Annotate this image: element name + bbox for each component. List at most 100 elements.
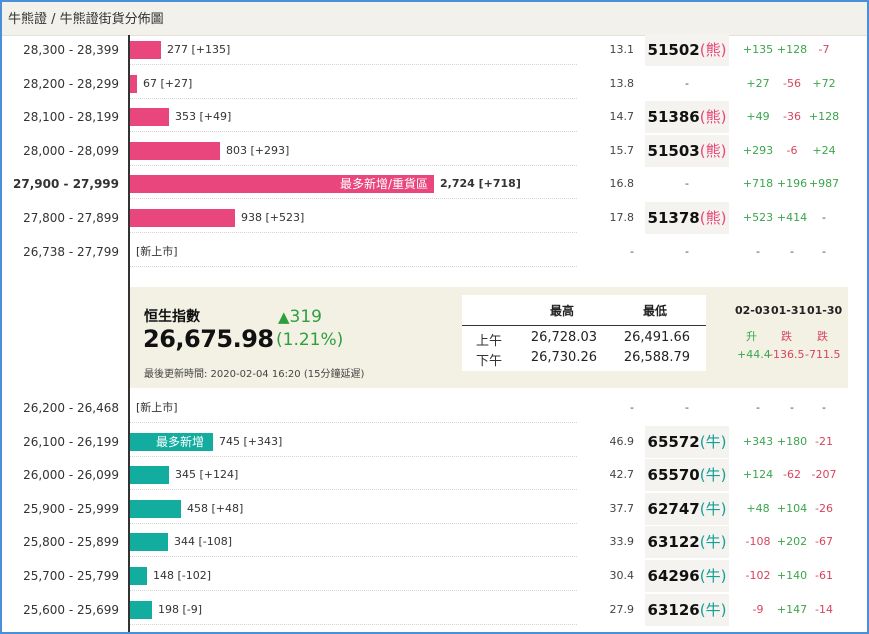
paren: ( [699,432,706,451]
change-value: +128 [776,43,808,56]
bear-side-label: 熊 [705,209,721,227]
index-name: 恒生指數 [144,309,200,325]
warrant-code-empty: - [685,244,689,258]
table-row[interactable]: 25,600 - 25,699 198 [-9] 27.9 63126(牛) -9 +14… [2,593,867,627]
change-value: +147 [776,602,808,616]
table-row[interactable]: 28,100 - 28,199 353 [+49] 14.7 51386(熊) +49-… [2,100,867,134]
table-row[interactable]: 25,900 - 25,999 458 [+48] 37.7 62747(牛) +48 +… [2,492,867,526]
table-row[interactable]: 25,700 - 25,799 148 [-102] 30.4 64296(牛) -10… [2,559,867,593]
outstanding-count: 803 [+293] [226,143,290,157]
warrant-code-number: 63126 [647,600,700,619]
change-value: +140 [776,569,808,582]
warrant-code-number: 51503 [647,141,700,160]
change-value: -102 [745,569,771,582]
table-row[interactable]: 26,100 - 26,199 最多新增 745 [+343] 46.9 65572(牛… [2,425,867,459]
warrant-code[interactable]: 51386(熊) [645,101,729,134]
warrant-code-number: 62747 [647,499,700,518]
period-date-3: 01-30 [807,304,843,317]
change-value: +48 [746,501,770,515]
change-value: -61 [815,569,833,582]
warrant-code-number: 51502 [647,41,700,59]
table-row[interactable]: 27,900 - 27,999 最多新增/重貨區 2,724 [+718] 16.8 -… [2,167,867,201]
bear-bar [130,141,220,160]
change-value: -62 [783,468,801,482]
table-row[interactable]: 26,200 - 26,468 [新上市] - - - - - [2,391,867,425]
change-value: - [756,401,760,414]
warrant-code[interactable]: 64296(牛) [645,560,729,592]
change-value: -14 [815,602,833,616]
change-value: +523 [742,211,774,224]
warrant-code[interactable]: 62747(牛) [645,492,729,525]
paren: ) [720,567,727,585]
strike-range: 25,800 - 25,899 [23,535,119,550]
warrant-code[interactable]: 51502(熊) [645,34,729,66]
outstanding-count: 344 [-108] [174,535,233,549]
outstanding-count: 2,724 [+718] [440,177,521,191]
row-divider [130,198,577,200]
warrant-code[interactable]: 65570(牛) [645,459,729,492]
paren: ( [699,499,706,518]
period-direction-3: 跌 [817,330,828,343]
new-listing-label: [新上市] [136,401,178,414]
change-value: +124 [742,468,774,482]
strike-range: 26,000 - 26,099 [23,468,119,483]
strike-range: 28,000 - 28,099 [23,143,119,158]
index-change: ▲319 [278,307,322,327]
bull-bar [130,567,147,585]
strike-range: 28,200 - 28,299 [23,76,119,91]
period-direction-2: 跌 [781,330,792,343]
call-level-percent: - [630,244,634,258]
row-divider [130,623,577,625]
table-row[interactable]: 28,300 - 28,399 277 [+135] 13.1 51502(熊) +13… [2,33,867,67]
change-value: +135 [742,43,774,56]
row-divider [130,522,577,524]
warrant-code-empty: - [685,401,689,414]
bull-side-label: 牛 [705,432,721,451]
call-level-percent: 13.1 [609,43,635,56]
session-pm-low: 26,588.79 [623,350,690,365]
change-value: +718 [742,177,774,191]
change-value: +24 [812,143,836,157]
index-value: 26,675.98 [143,325,274,353]
table-row[interactable]: 27,800 - 27,899 938 [+523] 17.8 51378(熊) +52… [2,201,867,235]
warrant-code[interactable]: 51378(熊) [645,202,729,234]
strike-range: 25,900 - 25,999 [23,501,119,516]
change-value: -26 [815,501,833,515]
warrant-code[interactable]: 65572(牛) [645,425,729,458]
period-date-2: 01-31 [771,304,807,317]
strike-range: 26,100 - 26,199 [23,434,119,449]
warrant-code-empty: - [685,76,689,90]
page-title: 牛熊證 / 牛熊證街貨分佈圖 [8,12,164,27]
warrant-code[interactable]: 63126(牛) [645,593,729,626]
change-value: -207 [811,468,837,482]
index-change-value: 319 [289,307,322,327]
change-value: - [790,244,794,258]
bear-side-label: 熊 [705,108,721,127]
row-divider [130,131,577,133]
warrant-code[interactable]: 63122(牛) [645,526,729,559]
warrant-code[interactable]: 51503(熊) [645,134,729,167]
table-row[interactable]: 26,000 - 26,099 345 [+124] 42.7 65570(牛) +12… [2,458,867,492]
change-value: -108 [745,535,771,549]
paren: ( [699,567,706,585]
paren: ) [720,499,727,518]
paren: ( [699,466,706,485]
strike-range: 28,300 - 28,399 [23,43,119,57]
period-value-1: +44.4 [737,348,771,361]
table-row[interactable]: 28,200 - 28,299 67 [+27] 13.8 - +27 -56 +72 [2,67,867,101]
warrant-code-number: 51378 [647,209,700,227]
index-panel: 恒生指數 26,675.98 ▲319 (1.21%) 最後更新時間: 2020… [130,287,848,388]
outstanding-count: 345 [+124] [175,468,239,482]
new-listing-label: [新上市] [136,244,178,258]
call-level-percent: 37.7 [609,501,635,515]
table-row[interactable]: 28,000 - 28,099 803 [+293] 15.7 51503(熊) +29… [2,134,867,168]
call-level-percent: 27.9 [609,602,635,616]
change-value: +49 [746,110,770,124]
table-row[interactable]: 25,800 - 25,899 344 [-108] 33.9 63122(牛) -10… [2,525,867,559]
paren: ) [720,533,727,552]
table-row[interactable]: 26,738 - 27,799 [新上市] - - - - - [2,235,867,269]
bull-side-label: 牛 [705,466,721,485]
session-am-low: 26,491.66 [623,330,690,345]
change-value: +128 [808,110,840,124]
